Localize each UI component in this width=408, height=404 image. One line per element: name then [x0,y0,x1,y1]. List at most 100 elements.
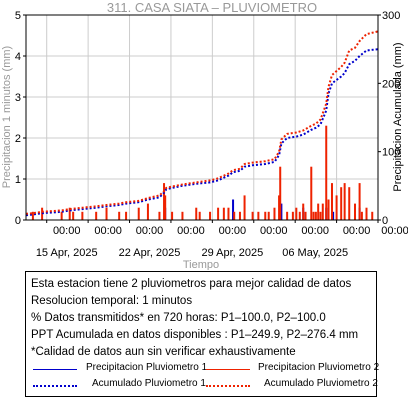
precip-bar [222,207,225,220]
info-line-1: Esta estacion tiene 2 pluviometros para … [31,278,352,290]
y-tick-left-label: 0 [15,215,21,227]
y-tick-left-label: 1 [15,174,21,186]
precip-bar [280,203,283,220]
x-tick-label-time: 00:00 [343,225,371,237]
legend-swatch-p1-precip [33,369,77,370]
axis-ticks: 0 1 2 3 4 5 0 100 200 300 00:00 00:00 00:00 00:00 00:0… [15,10,408,259]
legend-swatch-p1-acum [33,385,77,387]
precip-bar [137,207,140,220]
y-tick-left-label: 4 [15,51,21,63]
precip-bar [314,211,317,220]
legend-label-p2-acum: Acumulado Pluviometro 2 [264,378,378,389]
precip-bar [286,211,289,220]
y-tick-right-label: 300 [382,10,400,22]
precip-bar [227,207,230,220]
x-axis-label: Tiempo [183,259,219,270]
precip-bar [330,183,333,220]
precip-bars [31,125,374,220]
grid [26,14,379,221]
legend-label-p1-acum: Acumulado Pluviometro 1 [92,378,206,389]
cumulative-line [25,30,379,215]
precip-bar [72,211,75,220]
precip-bar [251,211,254,220]
precip-bar [171,211,174,220]
precip-bar [310,166,313,220]
precip-bar [348,187,351,220]
x-tick-label-date: 06 May, 2025 [282,247,348,259]
precip-bar [31,211,34,220]
x-tick-label-time: 00:00 [381,225,408,237]
precip-bar [164,195,167,220]
precip-bar [291,211,294,220]
x-tick-label-date: 22 Apr, 2025 [119,247,181,259]
precip-bar [146,203,149,220]
precip-bar [181,211,184,220]
legend-swatch-p2-acum [206,385,250,387]
info-line-5: *Calidad de datos aun sin verificar exha… [31,346,296,358]
info-box: Esta estacion tiene 2 pluviometros para … [25,271,380,397]
precip-bar [325,125,328,220]
legend-label-p1-precip: Precipitacion Pluviometro 1 [86,362,208,373]
x-tick-label-time: 00:00 [219,225,247,237]
y-tick-right-label: 100 [382,147,400,159]
y-tick-left-label: 3 [15,92,21,104]
rain-chart: 311. CASA SIATA – PLUVIOMETRO 0 1 2 3 4 5 0 100… [1,0,408,270]
y-tick-left-label: 2 [15,133,21,145]
y-tick-right-label: 0 [382,215,388,227]
x-tick-label-date: 15 Apr, 2025 [36,247,98,259]
precip-bar [317,203,320,220]
precip-bar [95,211,98,220]
precip-bar [343,183,346,220]
precip-bar [158,211,161,220]
precip-bar [295,207,298,220]
precip-bar [360,211,363,220]
precip-bar [233,211,236,220]
precip-bar [358,183,361,220]
info-line-2: Resolucion temporal: 1 minutos [31,295,193,307]
x-tick-label-time: 00:00 [94,225,122,237]
x-tick-label-date: 29 Apr, 2025 [201,247,263,259]
precip-bar [238,211,241,220]
precip-bar [243,195,246,220]
precip-bar [257,211,260,220]
precip-bar [163,183,166,220]
precip-bar [327,199,330,220]
precip-bar [298,211,301,220]
cumulative-lines [25,30,379,217]
precip-bar [312,211,315,220]
precip-bar [371,211,374,220]
precip-bar [302,203,305,220]
x-tick-label-time: 00:00 [53,225,81,237]
y-tick-left-label: 5 [15,10,21,22]
precip-bar [81,211,84,220]
y-tick-right-label: 200 [382,78,400,90]
precip-bar [304,211,307,220]
plot-frame [25,14,379,221]
precip-bar [217,207,220,220]
precip-bar [335,195,338,220]
x-tick-label-time: 00:00 [260,225,288,237]
y-axis-label-right: Precipitacion Acumulada (mm) [392,42,404,191]
legend-label-p2-precip: Precipitacion Pluviometro 2 [258,362,380,373]
precip-bar [267,211,270,220]
precip-bar [353,203,356,220]
chart-title: 311. CASA SIATA – PLUVIOMETRO [107,0,317,15]
x-tick-label-time: 00:00 [301,225,329,237]
precip-bar [195,207,198,220]
precip-bar [125,211,128,220]
precip-bar [340,187,343,220]
cumulative-line [25,48,379,217]
x-tick-label-time: 00:00 [177,225,205,237]
precip-bar [105,207,108,220]
precip-bar [273,207,276,220]
info-line-4: PPT Acumulada en datos disponibles : P1–… [31,329,359,341]
precip-bar [279,166,282,220]
precip-bar [332,211,335,220]
precip-bar [264,211,267,220]
x-tick-label-time: 00:00 [136,225,164,237]
precip-bar [209,211,212,220]
precip-bar [278,195,281,220]
precip-bar [319,211,322,220]
y-axis-label-left: Precipitacion 1 minutos (mm) [1,46,13,188]
precip-bar [60,211,63,220]
